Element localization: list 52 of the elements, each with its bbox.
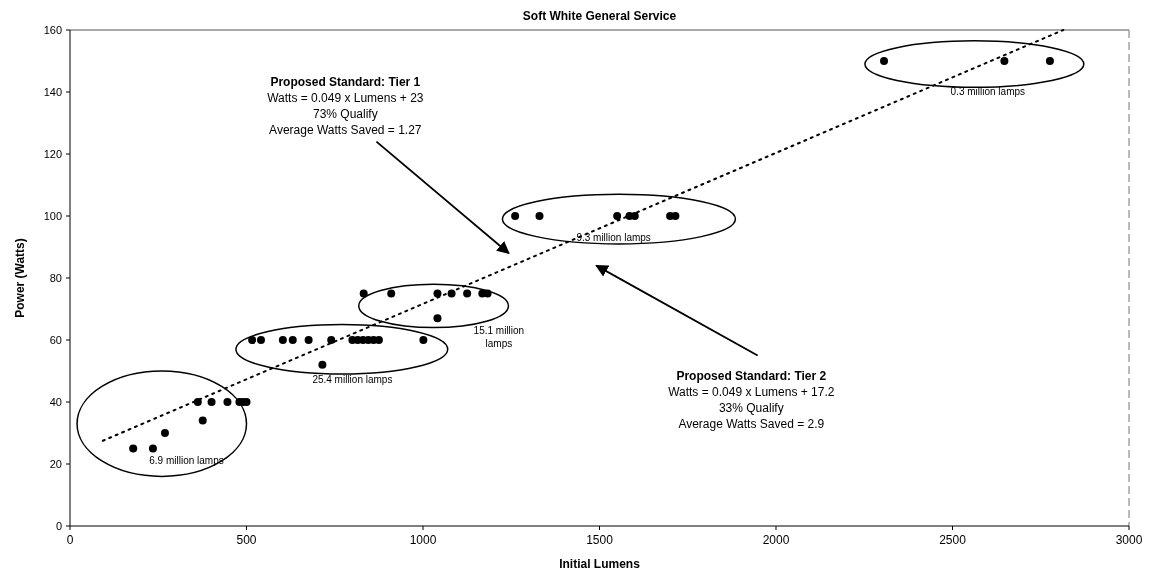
- point: [419, 336, 428, 344]
- y-tick-label: 40: [49, 396, 62, 408]
- chart-title: Soft White General Service: [522, 9, 677, 23]
- point: [148, 444, 157, 453]
- point: [288, 336, 297, 344]
- x-axis-title: Initial Lumens: [559, 557, 641, 571]
- point: [198, 416, 207, 425]
- y-tick-label: 120: [43, 148, 62, 160]
- x-tick-label: 1000: [409, 533, 437, 547]
- point: [433, 314, 442, 323]
- point: [433, 289, 442, 298]
- point: [129, 444, 138, 453]
- y-tick-label: 20: [49, 458, 62, 470]
- y-tick-label: 80: [49, 272, 62, 284]
- annotation: Proposed Standard: Tier 2 Watts = 0.049 x Lumens + 17.2 33% Qualify Average Watts Saved = 2.9: [668, 369, 835, 432]
- point: [387, 289, 396, 298]
- point: [463, 289, 472, 298]
- point: [278, 336, 287, 344]
- y-tick-label: 160: [43, 24, 62, 36]
- point: [483, 289, 492, 298]
- y-tick-label: 60: [49, 334, 62, 346]
- x-tick-label: 500: [236, 533, 257, 547]
- point: [248, 336, 257, 344]
- point: [223, 398, 232, 406]
- y-tick-label: 140: [43, 86, 62, 98]
- point: [535, 212, 544, 220]
- point: [511, 212, 520, 220]
- x-tick-label: 2500: [939, 533, 967, 547]
- point: [359, 289, 368, 298]
- point: [671, 212, 680, 220]
- point: [207, 398, 216, 406]
- point: [256, 336, 265, 344]
- point: [613, 212, 622, 220]
- x-tick-label: 0: [66, 533, 74, 547]
- annotation: 25.4 million lamps: [312, 374, 393, 386]
- point: [304, 336, 313, 344]
- point: [318, 360, 327, 369]
- x-tick-label: 3000: [1115, 533, 1143, 547]
- point: [1045, 57, 1054, 65]
- point: [327, 336, 336, 344]
- point: [160, 429, 169, 437]
- point: [1000, 57, 1009, 65]
- point: [880, 57, 889, 65]
- annotation: Proposed Standard: Tier 1 Watts = 0.049 x Lumens + 23 73% Qualify Average Watts Saved = 1.27: [267, 74, 424, 137]
- x-tick-label: 2000: [762, 533, 790, 547]
- annotation: 15.1 million lamps: [473, 324, 525, 349]
- x-tick-label: 1500: [586, 533, 614, 547]
- point: [193, 398, 202, 406]
- y-axis-title: Power (Watts): [13, 238, 27, 318]
- annotation: 6.9 million lamps: [149, 455, 224, 466]
- y-tick-label: 100: [43, 210, 62, 222]
- y-tick-label: 0: [55, 520, 62, 532]
